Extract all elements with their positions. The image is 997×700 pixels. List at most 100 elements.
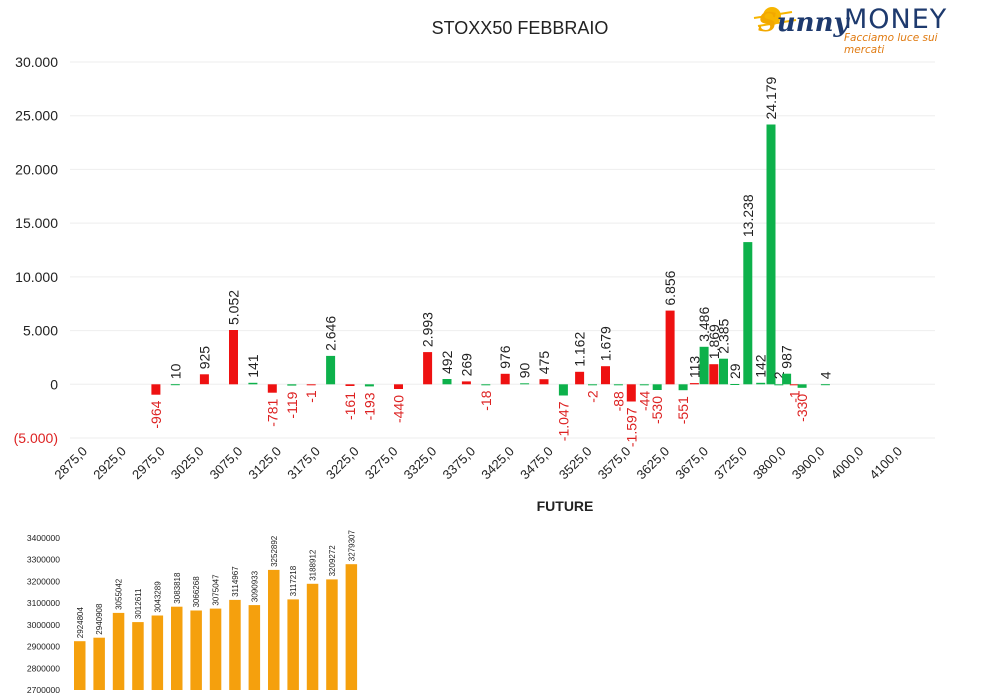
- y-tick-label: 20.000: [15, 161, 58, 177]
- x-tick-label: 4000,0: [828, 444, 867, 483]
- data-label: 1.162: [572, 332, 588, 367]
- bar: [287, 384, 297, 386]
- data-label: 3114967: [231, 566, 240, 597]
- bar: [132, 622, 144, 690]
- bar: [678, 384, 688, 391]
- data-label: 3075047: [212, 574, 221, 606]
- bar: [766, 124, 776, 385]
- x-tick-label: 2875,0: [51, 444, 90, 483]
- data-label: -119: [284, 391, 300, 418]
- data-label: -161: [342, 392, 358, 420]
- bar: [209, 608, 222, 690]
- bar: [613, 384, 623, 386]
- bar: [652, 384, 662, 390]
- bar: [689, 383, 699, 385]
- x-tick-label: 3575,0: [595, 444, 634, 483]
- data-label: -1.597: [623, 407, 639, 447]
- y-tick-label: 3200000: [27, 576, 60, 586]
- bar: [199, 374, 209, 385]
- bar: [170, 384, 180, 386]
- data-label: 2940908: [95, 603, 104, 635]
- y-tick-label: 3400000: [27, 533, 60, 543]
- bar: [575, 371, 585, 385]
- data-label: -964: [148, 400, 164, 428]
- bar: [774, 384, 784, 386]
- bar: [151, 384, 161, 395]
- bar: [93, 637, 105, 690]
- x-tick-label: 3900,0: [789, 444, 828, 483]
- bar: [699, 346, 709, 385]
- y-tick-label: 25.000: [15, 108, 58, 124]
- y-tick-label: 10.000: [15, 269, 58, 285]
- bar: [112, 612, 125, 690]
- data-label: 5.052: [226, 290, 242, 325]
- bar: [229, 599, 241, 690]
- bar: [588, 384, 597, 386]
- data-label: -193: [361, 392, 377, 420]
- main-chart: 30.000 25.000 20.000 15.000 10.000 5.000 0 (5.0…: [14, 54, 935, 483]
- bar: [639, 384, 649, 386]
- data-label: 24.179: [763, 76, 779, 119]
- data-label: 3117218: [289, 565, 298, 596]
- y-tick-label: 15.000: [15, 215, 58, 231]
- bar: [326, 579, 338, 690]
- data-label: 2.993: [420, 312, 436, 347]
- x-tick-label: 3675,0: [672, 444, 711, 483]
- y-tick-label: 30.000: [15, 54, 58, 70]
- bar: [394, 384, 403, 389]
- logo-script: Sunny: [758, 8, 849, 38]
- y-tick-label: 0: [50, 376, 58, 392]
- bar: [151, 615, 164, 690]
- x-tick-label: 3275,0: [362, 444, 401, 483]
- data-label: 2924804: [76, 607, 85, 639]
- data-label: 3188912: [309, 549, 318, 581]
- y-tick-label: 2900000: [27, 642, 60, 652]
- bar: [789, 384, 799, 386]
- bar: [442, 379, 452, 385]
- bar: [539, 379, 549, 385]
- bar: [287, 599, 299, 690]
- y-tick-label: 5.000: [23, 323, 58, 339]
- y-tick-label: 3300000: [27, 555, 60, 565]
- logo-tagline: Facciamo luce sui mercati: [844, 32, 938, 56]
- data-label: 4: [817, 371, 833, 379]
- x-tick-label: 3325,0: [401, 444, 440, 483]
- x-tick-label: 2925,0: [90, 444, 129, 483]
- bar: [481, 384, 491, 386]
- x-tick-label: 3375,0: [439, 444, 478, 483]
- x-axis-label: FUTURE: [536, 498, 594, 514]
- data-label: 2: [771, 371, 787, 379]
- bar: [248, 382, 258, 385]
- data-label: -1: [786, 390, 802, 403]
- data-label: -88: [610, 391, 626, 411]
- bar: [626, 384, 636, 402]
- brand-logo: Sunny MONEY Facciamo luce sui mercati: [752, 2, 972, 56]
- data-label: 1.679: [598, 326, 614, 361]
- data-label: 3209272: [328, 545, 337, 577]
- y-tick-label: 3100000: [27, 598, 60, 608]
- bar: [709, 364, 719, 385]
- data-label: 3066268: [192, 576, 201, 608]
- data-label: -1: [303, 390, 319, 403]
- x-tick-label: 4100,0: [866, 444, 905, 483]
- bar: [345, 564, 358, 690]
- bar: [190, 610, 202, 690]
- sun-icon: [753, 7, 797, 27]
- data-label: 976: [497, 345, 513, 369]
- bar: [248, 605, 261, 690]
- y-tick-label: 3000000: [27, 620, 60, 630]
- bar: [74, 641, 86, 690]
- x-tick-label: 3025,0: [168, 444, 207, 483]
- y-tick-label: (5.000): [14, 430, 58, 446]
- y-tick-label: 2700000: [27, 685, 60, 695]
- data-label: 29: [727, 363, 743, 379]
- data-label: 269: [458, 353, 474, 377]
- data-label: -330: [794, 394, 810, 422]
- data-label: 3012611: [134, 588, 143, 619]
- data-label: 3055042: [115, 578, 124, 610]
- data-label: 3043289: [153, 581, 162, 613]
- data-label: 6.856: [662, 270, 678, 305]
- x-tick-label: 3175,0: [284, 444, 323, 483]
- data-label: 3252892: [270, 535, 279, 567]
- data-label: 13.238: [740, 194, 756, 237]
